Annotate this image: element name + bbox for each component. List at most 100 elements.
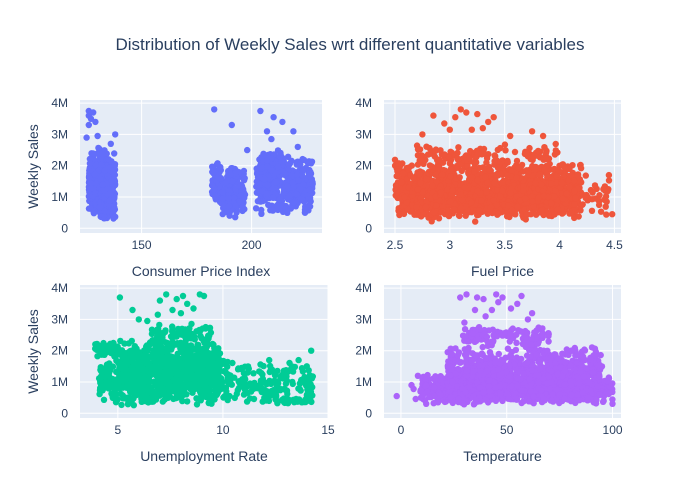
data-point: [424, 151, 432, 158]
data-point: [166, 361, 174, 369]
data-point: [156, 297, 164, 304]
data-point: [530, 203, 537, 210]
data-point: [97, 349, 105, 357]
data-point: [506, 213, 513, 221]
data-point: [433, 202, 440, 209]
data-point: [147, 395, 155, 402]
data-point: [139, 388, 146, 395]
data-point: [504, 172, 511, 179]
data-point: [156, 364, 164, 371]
data-point: [103, 361, 111, 368]
data-point: [433, 178, 440, 186]
data-point: [239, 203, 246, 211]
data-point: [551, 165, 558, 173]
y-tick-label: 0: [365, 406, 372, 420]
data-point: [101, 167, 109, 174]
data-point: [130, 395, 137, 402]
data-point: [97, 343, 104, 350]
data-point: [111, 150, 118, 157]
data-point: [263, 190, 270, 197]
data-point: [605, 171, 613, 179]
data-point: [429, 182, 436, 189]
data-point: [203, 393, 210, 400]
data-point: [266, 362, 274, 370]
data-point: [602, 203, 609, 210]
data-point: [295, 356, 302, 364]
data-point: [256, 382, 264, 389]
data-point: [268, 167, 275, 174]
data-point: [89, 150, 97, 157]
data-point: [293, 190, 300, 198]
data-point: [542, 155, 550, 163]
data-point: [471, 168, 478, 175]
data-point: [414, 161, 422, 168]
data-point: [552, 140, 559, 148]
data-point: [224, 363, 231, 370]
data-point: [135, 353, 142, 360]
data-point: [188, 320, 195, 328]
data-point: [250, 395, 258, 403]
data-point: [211, 348, 218, 355]
data-point: [237, 192, 244, 199]
data-point: [224, 378, 232, 386]
data-point: [235, 365, 242, 372]
data-point: [405, 184, 413, 191]
data-point: [596, 192, 603, 199]
data-point: [479, 125, 486, 132]
data-point: [118, 401, 125, 409]
data-point: [216, 350, 224, 357]
data-point: [160, 359, 167, 367]
data-point: [208, 182, 216, 189]
y-tick-label: 1M: [51, 375, 68, 389]
data-point: [446, 160, 454, 167]
data-point: [306, 172, 313, 179]
data-point: [153, 348, 160, 356]
data-point: [266, 356, 273, 364]
data-point: [550, 193, 558, 200]
data-point: [274, 168, 281, 176]
data-point: [156, 385, 163, 392]
data-point: [244, 146, 251, 154]
data-point: [134, 386, 141, 393]
data-point: [178, 363, 185, 370]
data-point: [290, 199, 297, 206]
data-point: [155, 390, 162, 398]
data-point: [572, 195, 579, 202]
data-point: [177, 310, 185, 317]
data-point: [482, 173, 489, 181]
data-point: [119, 384, 127, 391]
data-point: [254, 198, 262, 205]
data-point: [186, 375, 194, 382]
data-point: [189, 381, 196, 388]
data-point: [556, 185, 564, 192]
y-tick-label: 1M: [51, 190, 68, 204]
data-point: [107, 140, 115, 147]
data-point: [436, 156, 443, 163]
data-point: [91, 170, 99, 178]
x-tick-label: 100: [603, 423, 623, 437]
data-point: [166, 354, 173, 361]
data-point: [189, 334, 196, 341]
data-point: [450, 205, 458, 213]
data-point: [92, 190, 99, 197]
data-point: [97, 175, 104, 183]
data-point: [571, 201, 578, 208]
data-point: [117, 360, 124, 368]
data-point: [483, 155, 491, 162]
data-point: [454, 155, 461, 162]
data-point: [437, 189, 445, 196]
data-point: [571, 187, 578, 195]
data-point: [250, 385, 257, 393]
data-point: [298, 171, 306, 179]
data-point: [163, 367, 170, 374]
data-point: [520, 187, 527, 194]
data-point: [167, 372, 174, 379]
data-point: [169, 338, 176, 346]
data-point: [520, 183, 527, 190]
y-tick-label: 3M: [355, 127, 372, 141]
data-point: [187, 342, 195, 349]
y-tick-label: 2M: [51, 344, 68, 358]
y-tick-label: 4M: [51, 96, 68, 110]
data-point: [304, 386, 311, 393]
